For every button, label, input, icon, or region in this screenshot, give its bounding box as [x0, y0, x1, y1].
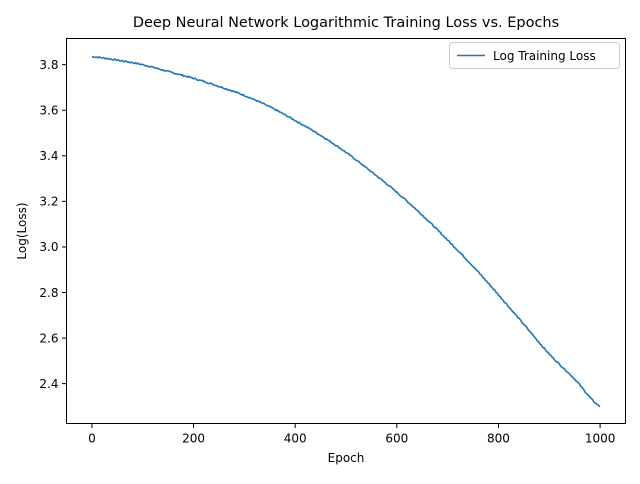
y-axis: 2.4 2.6 2.8 3.0 3.2 3.4 3.6 3.8: [39, 58, 67, 391]
x-axis-label: Epoch: [328, 451, 365, 465]
series-line: [91, 55, 601, 408]
y-tick-label: 2.4: [39, 377, 58, 391]
legend: Log Training Loss: [449, 42, 620, 69]
x-tick-label: 200: [182, 432, 205, 446]
y-tick-label: 3.4: [39, 149, 58, 163]
x-tick-label: 800: [487, 432, 510, 446]
x-tick-label: 0: [88, 432, 96, 446]
legend-frame: [449, 42, 620, 69]
y-tick-label: 3.8: [39, 58, 58, 72]
x-tick-label: 600: [385, 432, 408, 446]
plot-area: [91, 55, 601, 408]
chart-title: Deep Neural Network Logarithmic Training…: [133, 15, 559, 31]
y-tick-label: 2.6: [39, 331, 58, 345]
x-tick-label: 400: [284, 432, 307, 446]
legend-label: Log Training Loss: [493, 49, 596, 63]
y-tick-label: 3.2: [39, 195, 58, 209]
x-axis: 0 200 400 600 800 1000: [88, 423, 616, 446]
y-axis-label: Log(Loss): [15, 202, 29, 259]
y-tick-label: 2.8: [39, 286, 58, 300]
x-tick-label: 1000: [585, 432, 616, 446]
y-tick-label: 3.0: [39, 240, 58, 254]
plot-frame: [66, 38, 626, 424]
y-tick-label: 3.6: [39, 104, 58, 118]
